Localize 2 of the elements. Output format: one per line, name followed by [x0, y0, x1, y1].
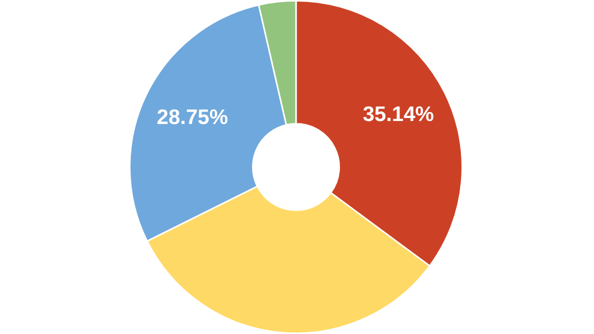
data-label: 28.75%: [156, 106, 228, 129]
data-label: 35.14%: [362, 103, 434, 126]
